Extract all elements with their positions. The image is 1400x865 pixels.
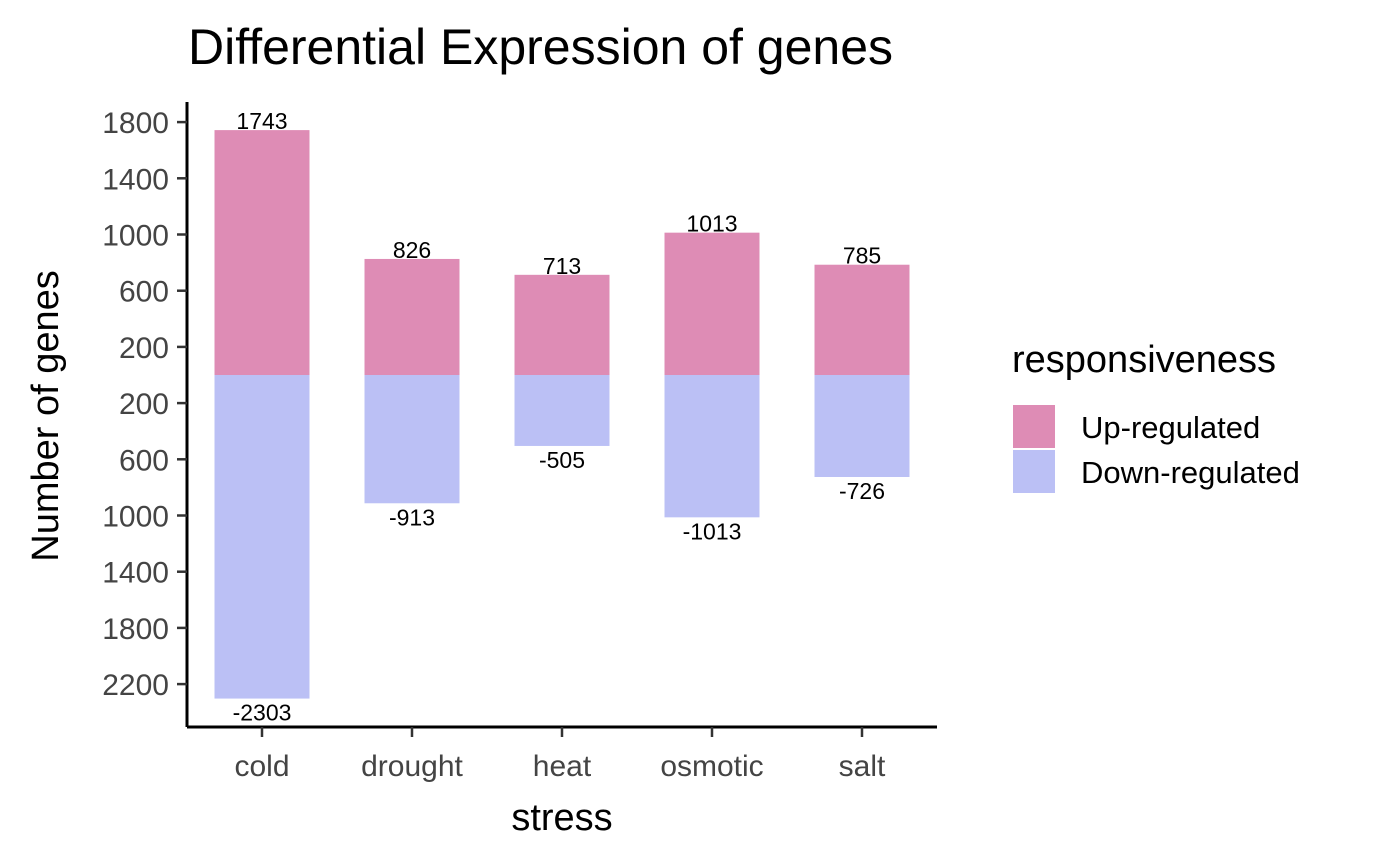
y-tick-label: 600: [119, 444, 169, 477]
data-label: -2303: [233, 700, 292, 726]
legend-swatch: [1013, 405, 1055, 448]
bar-down-cold: [214, 375, 310, 699]
x-tick-label: osmotic: [660, 750, 763, 783]
legend-label: Down-regulated: [1081, 455, 1300, 490]
x-tick-label: cold: [234, 750, 289, 783]
bar-up-cold: [214, 130, 310, 375]
data-label: -726: [839, 478, 885, 504]
y-tick-label: 600: [119, 276, 169, 309]
data-label: 1743: [236, 108, 287, 134]
y-tick-label: 1800: [102, 613, 169, 646]
y-tick-label: 1000: [102, 501, 169, 534]
data-label: -505: [539, 447, 585, 473]
plot-area: 1743 826 713 1013 785 -2303 -913 -505 -1013 -726 1…: [102, 102, 937, 783]
data-label: 785: [843, 243, 881, 269]
data-label: 1013: [686, 211, 737, 237]
legend: responsiveness Up-regulated Down-regulate…: [1012, 339, 1300, 493]
legend-label: Up-regulated: [1081, 410, 1260, 445]
legend-title: responsiveness: [1012, 339, 1276, 381]
bar-up-salt: [814, 264, 910, 375]
x-tick-label: heat: [533, 750, 592, 783]
data-label: -913: [389, 504, 435, 530]
data-label: -1013: [683, 518, 742, 544]
y-tick-label: 200: [119, 388, 169, 421]
bar-down-salt: [814, 375, 910, 477]
y-tick-label: 200: [119, 332, 169, 365]
x-axis-title: stress: [511, 797, 612, 839]
bar-down-heat: [514, 375, 610, 446]
y-tick-label: 1400: [102, 163, 169, 196]
y-tick-label: 1800: [102, 107, 169, 140]
legend-swatch: [1013, 450, 1055, 493]
bar-up-osmotic: [664, 232, 760, 375]
y-tick-label: 2200: [102, 669, 169, 702]
x-tick-label: salt: [839, 750, 886, 783]
bar-down-osmotic: [664, 375, 760, 518]
bar-up-heat: [514, 274, 610, 375]
y-tick-label: 1000: [102, 220, 169, 253]
data-label: 713: [543, 253, 581, 279]
y-axis-title: Number of genes: [25, 270, 67, 562]
x-tick-label: drought: [361, 750, 463, 783]
bar-down-drought: [364, 375, 460, 504]
data-label: 826: [393, 237, 431, 263]
chart-title: Differential Expression of genes: [188, 19, 893, 75]
y-tick-label: 1400: [102, 557, 169, 590]
bar-up-drought: [364, 258, 460, 375]
